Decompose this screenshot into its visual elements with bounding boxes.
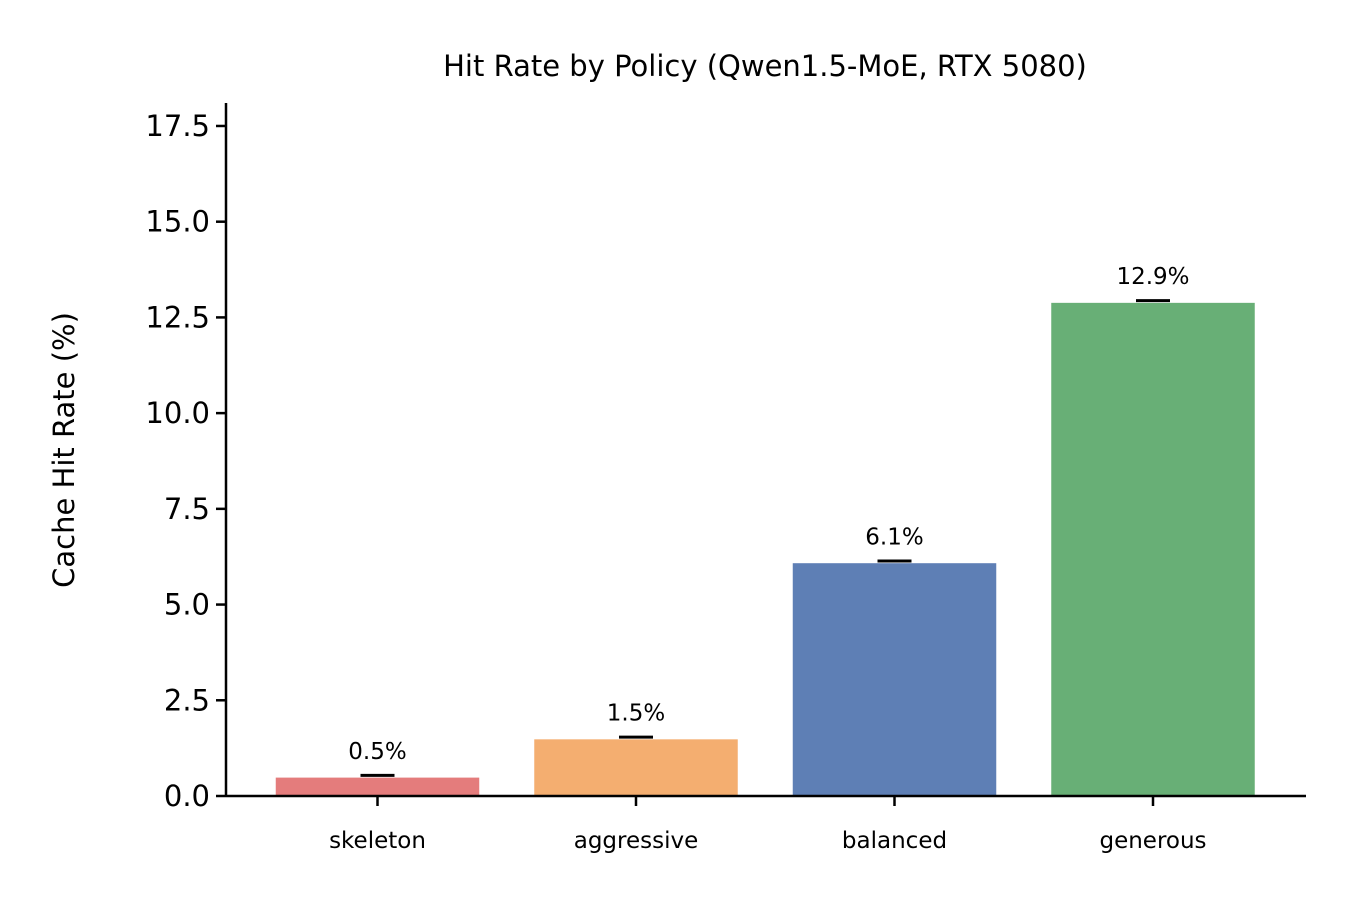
bar-generous [1049, 301, 1257, 797]
bar-balanced [791, 561, 998, 797]
y-tick-label: 7.5 [164, 492, 210, 526]
data-label: 1.5% [607, 701, 665, 727]
y-tick-label: 2.5 [164, 683, 210, 717]
data-label: 12.9% [1116, 264, 1189, 290]
y-tick-label: 5.0 [164, 588, 210, 622]
y-tick-label: 15.0 [145, 205, 210, 239]
y-axis-label: Cache Hit Rate (%) [47, 312, 81, 588]
x-tick-label: generous [1099, 828, 1206, 854]
x-tick-label: aggressive [574, 828, 699, 854]
chart-title: Hit Rate by Policy (Qwen1.5-MoE, RTX 508… [443, 49, 1087, 83]
y-tick-label: 12.5 [145, 300, 210, 334]
plot-area: 0.0 2.5 5.0 7.5 10.0 12.5 15.0 17.5 0.5% skeleton… [145, 109, 1257, 854]
bar-skeleton [274, 776, 481, 797]
bar-aggressive [532, 737, 740, 797]
x-tick-label: balanced [842, 828, 947, 854]
y-tick-label: 17.5 [145, 109, 210, 143]
y-tick-label: 0.0 [164, 779, 210, 813]
y-tick-label: 10.0 [145, 396, 210, 430]
data-label: 0.5% [348, 739, 406, 765]
data-label: 6.1% [865, 524, 923, 550]
x-tick-label: skeleton [329, 828, 426, 854]
